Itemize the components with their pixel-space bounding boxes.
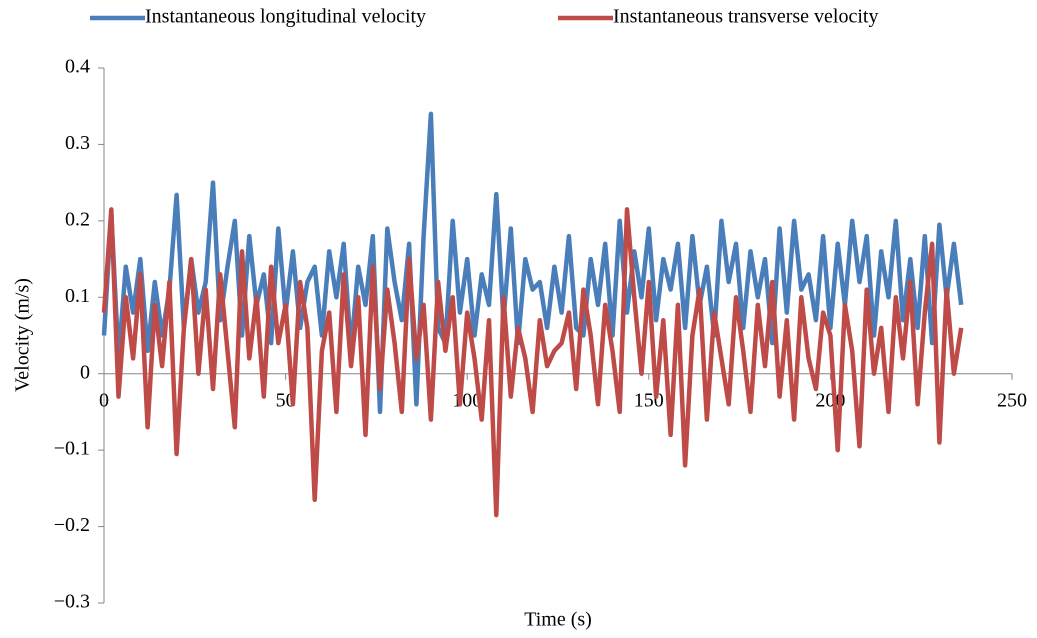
- y-tick-label: 0.4: [65, 56, 90, 78]
- x-tick-label: 250: [997, 389, 1027, 411]
- y-tick-label: −0.1: [54, 438, 90, 460]
- legend-label: Instantaneous longitudinal velocity: [145, 6, 426, 28]
- y-tick-label: −0.2: [54, 514, 90, 536]
- y-tick-label: 0: [80, 361, 90, 383]
- y-tick-label: 0.3: [65, 132, 90, 154]
- y-axis-label: Velocity (m/s): [12, 278, 34, 392]
- x-tick-label: 150: [634, 389, 664, 411]
- legend-label: Instantaneous transverse velocity: [613, 6, 878, 28]
- x-axis-label: Time (s): [524, 609, 592, 631]
- x-tick-label: 0: [99, 389, 109, 411]
- series-line: [101, 111, 964, 415]
- series-line: [101, 207, 964, 518]
- y-tick-label: −0.3: [54, 591, 90, 613]
- y-tick-label: 0.2: [65, 208, 90, 230]
- y-tick-label: 0.1: [65, 285, 90, 307]
